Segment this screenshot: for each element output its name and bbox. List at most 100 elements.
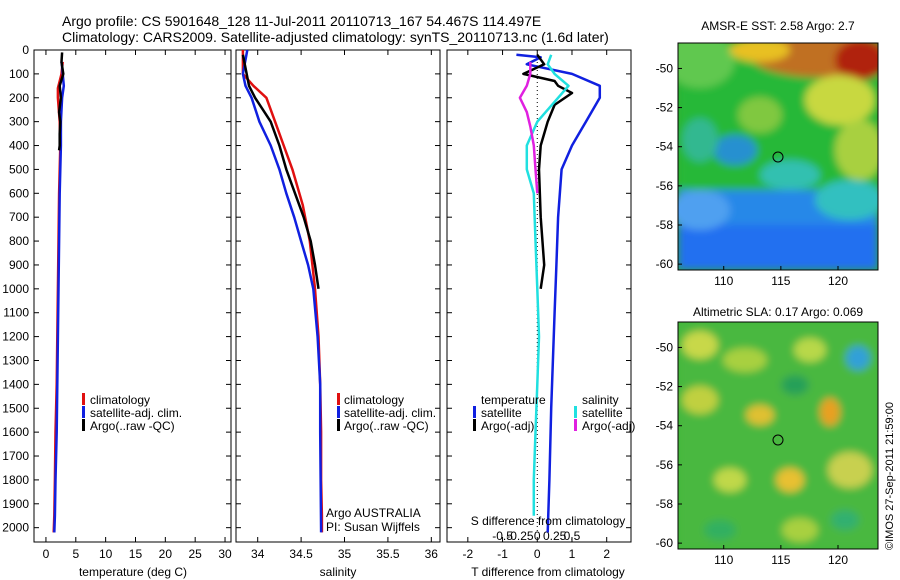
map-y-tick-label: -60 <box>656 536 674 550</box>
x-tick-label: 34.5 <box>289 547 313 561</box>
y-tick-label: 1800 <box>2 473 29 487</box>
legend-group-title-salinity: salinity <box>582 393 619 407</box>
legend-label-climatology: climatology <box>90 393 150 407</box>
legend-swatch-climatology <box>82 393 85 405</box>
x2-tick-label: 0.5 <box>564 529 581 543</box>
salinity-chart: 34 34.5 35 35.5 36 <box>236 49 440 561</box>
y-tick-label: 1900 <box>2 497 29 511</box>
map-y-tick-label: -54 <box>656 140 674 154</box>
legend-label-satellite: satellite-adj. clim. <box>90 406 182 420</box>
difference-panel-frame <box>446 49 632 543</box>
map-x-tick-label: 120 <box>828 553 848 567</box>
x-tick-label: 0 <box>43 547 50 561</box>
map-y-tick-label: -58 <box>656 497 674 511</box>
x-tick-label: 30 <box>218 547 232 561</box>
legend-label-satellite: satellite-adj. clim. <box>344 406 436 420</box>
sla-map-title: Altimetric SLA: 0.17 Argo: 0.069 <box>693 305 863 319</box>
salinity-xlabel: salinity <box>320 565 357 579</box>
series-line <box>53 61 66 533</box>
map-x-tick-label: 110 <box>714 274 733 288</box>
x2-tick-label: 0 <box>534 529 541 543</box>
x-tick-label: 20 <box>159 547 173 561</box>
figure-title-line2: Climatology: CARS2009. Satellite-adjuste… <box>62 29 609 45</box>
x-tick-label: 34 <box>251 547 265 561</box>
y-tick-label: 100 <box>9 67 29 81</box>
series-line <box>241 50 324 533</box>
legend-swatch-satellite <box>82 406 85 418</box>
y-tick-label: 1700 <box>2 449 29 463</box>
y-tick-label: 2000 <box>2 521 29 535</box>
y-tick-label: 0 <box>22 43 29 57</box>
x2-tick-label: 0.25 <box>543 529 567 543</box>
x-tick-label: 35.5 <box>376 547 400 561</box>
y-tick-label: 900 <box>9 258 29 272</box>
legend-swatch-salinity-argo <box>574 419 577 431</box>
legend-swatch-climatology <box>337 393 340 405</box>
sla-map <box>678 322 878 549</box>
temperature-xlabel: temperature (deg C) <box>79 565 187 579</box>
sst-map-frame <box>677 42 879 271</box>
legend-swatch-argo <box>337 419 340 431</box>
map-x-tick-label: 115 <box>771 274 790 288</box>
y-tick-label: 1100 <box>3 306 29 320</box>
y-tick-label: 200 <box>9 91 29 105</box>
legend-swatch-argo <box>82 419 85 431</box>
x-tick-label: -2 <box>462 547 473 561</box>
y-tick-label: 300 <box>9 115 29 129</box>
figure-title-line1: Argo profile: CS 5901648_128 11-Jul-2011… <box>62 13 541 29</box>
difference-legend: temperature salinity satellite Argo(-adj… <box>471 393 636 528</box>
x-tick-label: 0 <box>534 547 541 561</box>
map-x-tick-label: 110 <box>714 553 733 567</box>
legend-label-temperature-argo: Argo(-adj) <box>481 419 534 433</box>
temperature-panel-frame <box>33 49 232 543</box>
map-y-tick-label: -50 <box>656 340 674 354</box>
x-tick-label: 36 <box>425 547 439 561</box>
y-tick-label: 1200 <box>2 330 29 344</box>
y-tick-label: 400 <box>9 139 29 153</box>
map-x-tick-label: 120 <box>828 274 848 288</box>
argo-location-marker <box>772 434 784 446</box>
map-y-tick-label: -52 <box>656 101 674 115</box>
x-tick-label: 2 <box>603 547 610 561</box>
series-line <box>516 53 602 533</box>
x-tick-label: 25 <box>189 547 203 561</box>
legend-label-temperature-satellite: satellite <box>481 406 522 420</box>
difference-xlabel: T difference from climatology <box>471 565 625 579</box>
map-y-tick-label: -58 <box>656 218 674 232</box>
y-tick-label: 600 <box>9 186 29 200</box>
salinity-annotation-line2: PI: Susan Wijffels <box>326 520 420 534</box>
legend-label-salinity-argo: Argo(-adj) <box>582 419 635 433</box>
x2-tick-label: -0.25 <box>506 529 534 543</box>
map-y-tick-label: -52 <box>656 380 674 394</box>
legend-swatch-salinity-satellite <box>574 406 577 418</box>
temperature-chart: 0 5 10 15 20 25 300100200300400500600700800900… <box>2 43 232 561</box>
salinity-annotation-line1: Argo AUSTRALIA <box>326 506 421 520</box>
series-line <box>525 54 570 516</box>
legend-label-argo: Argo(..raw -QC) <box>344 419 429 433</box>
temperature-legend: climatology satellite-adj. clim. Argo(..… <box>82 393 182 433</box>
x-tick-label: 15 <box>129 547 143 561</box>
map-x-tick-label: 115 <box>771 553 790 567</box>
legend-label-argo: Argo(..raw -QC) <box>90 419 175 433</box>
imos-stamp: ©IMOS 27-Sep-2011 21:59:00 <box>884 402 896 550</box>
x-tick-label: 35 <box>338 547 352 561</box>
map-axes: 110 115 120 -50 -52 -54 -56 -58 -60 110 115 120 -50 -… <box>656 61 849 567</box>
difference-secondary-xlabel: S difference from climatology <box>471 514 626 528</box>
y-tick-label: 1600 <box>2 425 29 439</box>
y-tick-label: 500 <box>9 162 29 176</box>
map-y-tick-label: -60 <box>656 257 674 271</box>
sst-map-title: AMSR-E SST: 2.58 Argo: 2.7 <box>701 19 855 33</box>
x-tick-label: 1 <box>569 547 576 561</box>
y-tick-label: 700 <box>9 210 29 224</box>
map-y-tick-label: -50 <box>656 61 674 75</box>
legend-label-salinity-satellite: satellite <box>582 406 623 420</box>
series-line <box>241 49 323 533</box>
series-line <box>57 52 65 151</box>
y-tick-label: 1500 <box>2 401 29 415</box>
x-tick-label: 5 <box>72 547 79 561</box>
legend-label-climatology: climatology <box>344 393 404 407</box>
y-tick-label: 1000 <box>2 282 29 296</box>
series-line <box>241 54 320 289</box>
map-y-tick-label: -56 <box>656 179 674 193</box>
